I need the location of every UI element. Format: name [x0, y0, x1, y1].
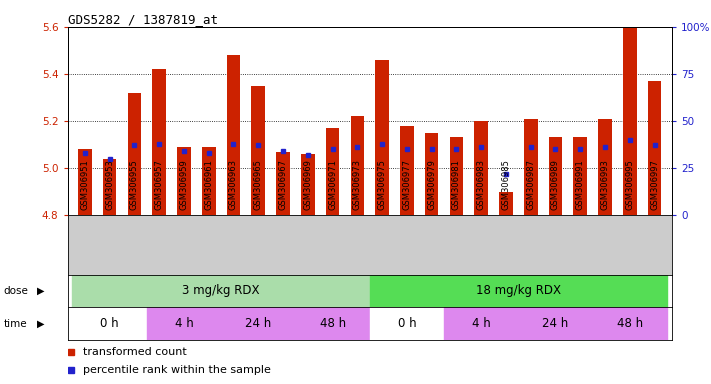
Text: percentile rank within the sample: percentile rank within the sample — [82, 364, 270, 375]
Bar — [252, 86, 265, 215]
Bar — [152, 69, 166, 215]
Bar — [103, 159, 117, 215]
Text: 0 h: 0 h — [100, 317, 119, 330]
Bar — [78, 149, 92, 215]
Bar — [524, 119, 538, 215]
Bar — [449, 137, 464, 215]
Text: dose: dose — [4, 286, 28, 296]
Bar — [648, 81, 661, 215]
Bar — [370, 275, 667, 307]
Text: 48 h: 48 h — [319, 317, 346, 330]
Bar — [73, 307, 146, 340]
Text: 18 mg/kg RDX: 18 mg/kg RDX — [476, 285, 561, 297]
Bar — [326, 128, 339, 215]
Bar — [351, 116, 364, 215]
Bar — [370, 307, 444, 340]
Bar — [593, 307, 667, 340]
Bar — [202, 147, 215, 215]
Text: 3 mg/kg RDX: 3 mg/kg RDX — [182, 285, 260, 297]
Bar — [73, 275, 370, 307]
Text: 4 h: 4 h — [175, 317, 193, 330]
Bar — [574, 137, 587, 215]
Bar — [499, 192, 513, 215]
Bar — [227, 55, 240, 215]
Bar — [474, 121, 488, 215]
Text: 0 h: 0 h — [397, 317, 416, 330]
Bar — [444, 307, 518, 340]
Text: 24 h: 24 h — [245, 317, 272, 330]
Text: 24 h: 24 h — [542, 317, 569, 330]
Bar — [375, 60, 389, 215]
Bar — [518, 307, 593, 340]
Bar — [301, 154, 314, 215]
Bar — [295, 307, 370, 340]
Bar — [177, 147, 191, 215]
Text: 48 h: 48 h — [616, 317, 643, 330]
Bar — [146, 307, 221, 340]
Text: transformed count: transformed count — [82, 347, 186, 358]
Bar — [623, 27, 636, 215]
Bar — [221, 307, 295, 340]
Text: GDS5282 / 1387819_at: GDS5282 / 1387819_at — [68, 13, 218, 26]
Text: ▶: ▶ — [37, 318, 45, 329]
Text: ▶: ▶ — [37, 286, 45, 296]
Bar — [549, 137, 562, 215]
Text: 4 h: 4 h — [472, 317, 491, 330]
Bar — [598, 119, 612, 215]
Bar — [276, 152, 290, 215]
Bar — [127, 93, 141, 215]
Bar — [400, 126, 414, 215]
Bar — [425, 133, 439, 215]
Text: time: time — [4, 318, 27, 329]
